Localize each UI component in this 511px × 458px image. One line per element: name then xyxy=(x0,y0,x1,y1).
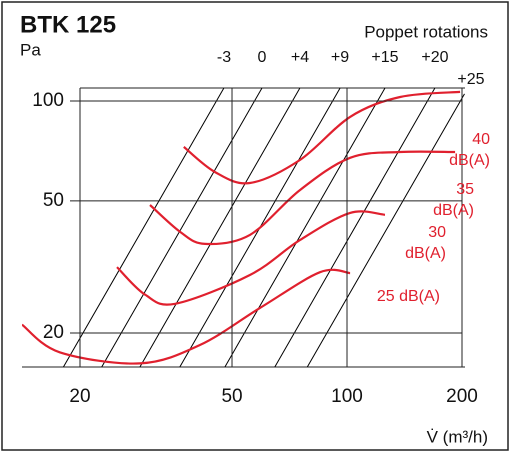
db-label: dB(A) xyxy=(449,152,490,169)
rotation-line xyxy=(274,88,436,367)
db-label: 40 xyxy=(472,131,490,148)
db-curve xyxy=(149,150,456,246)
rotation-label: +20 xyxy=(421,49,448,66)
rotation-label: +15 xyxy=(371,49,398,66)
rotations-title: Poppet rotations xyxy=(364,22,488,41)
db-curve xyxy=(116,210,386,306)
frame xyxy=(1,1,509,451)
y-tick-label: 20 xyxy=(43,322,64,343)
db-label: dB(A) xyxy=(433,202,474,219)
db-label: 30 xyxy=(428,224,446,241)
rotation-label: +25 xyxy=(457,71,484,88)
db-label: dB(A) xyxy=(405,245,446,262)
plot xyxy=(22,88,465,367)
db-curve xyxy=(22,268,351,365)
rotation-line xyxy=(306,93,465,367)
rotation-line xyxy=(139,88,301,367)
x-tick-label: 100 xyxy=(331,386,363,407)
x-axis-label: V̇ (m³/h) xyxy=(427,427,488,446)
x-tick-label: 200 xyxy=(446,386,478,407)
y-axis-label: Pa xyxy=(20,40,41,59)
rotation-label: +4 xyxy=(291,49,309,66)
y-tick-label: 50 xyxy=(43,190,64,211)
db-curve xyxy=(183,90,461,185)
rotation-label: +9 xyxy=(331,49,349,66)
rotation-label: 0 xyxy=(258,49,267,66)
rotation-line xyxy=(62,88,225,367)
x-tick-label: 20 xyxy=(69,386,90,407)
rotation-label: -3 xyxy=(217,49,231,66)
chart-title: BTK 125 xyxy=(20,11,116,38)
db-label: 25 dB(A) xyxy=(377,288,440,305)
db-label: 35 xyxy=(456,181,474,198)
rotation-line xyxy=(101,88,263,367)
x-tick-label: 50 xyxy=(221,386,242,407)
y-tick-label: 100 xyxy=(32,90,64,111)
rotation-line xyxy=(224,88,386,367)
